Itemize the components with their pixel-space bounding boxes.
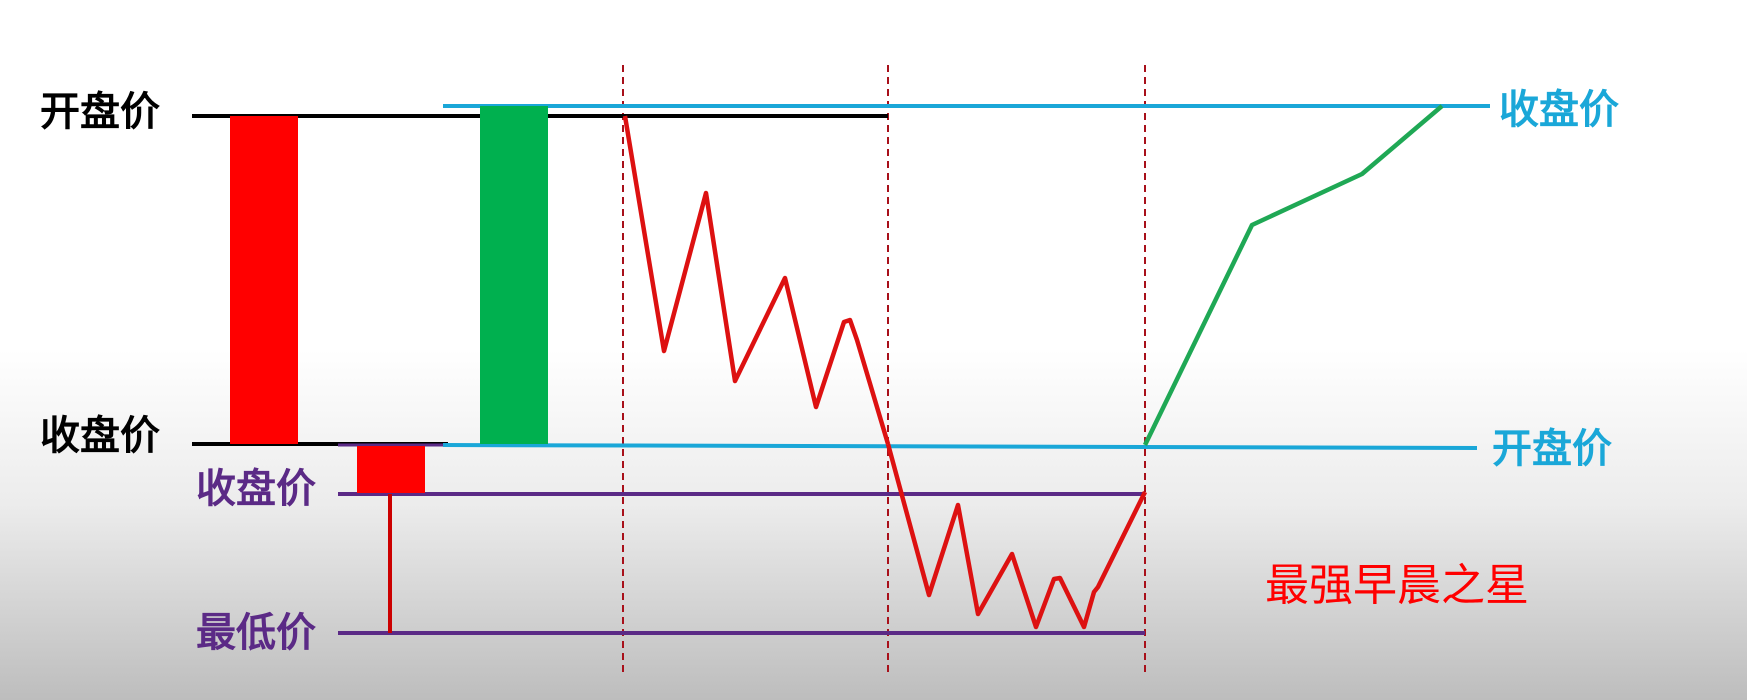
candle2-close-label: 收盘价 [196, 466, 316, 512]
open-line-cyan [442, 443, 1478, 450]
price-path-decline [622, 115, 891, 445]
pattern-name-label: 最强早晨之星 [1265, 560, 1529, 611]
divider-lines [622, 65, 1146, 672]
price-path-rally [1142, 104, 1444, 446]
star-candle-body [357, 446, 425, 493]
candle1-open-label: 开盘价 [40, 89, 160, 135]
price-path-star [885, 443, 1148, 630]
candle2-low-label: 最低价 [196, 610, 316, 656]
bearish-candle [230, 116, 298, 444]
candle3-open-label: 开盘价 [1492, 426, 1612, 472]
bullish-candle [480, 106, 548, 444]
candle3-close-label: 收盘价 [1499, 87, 1619, 133]
candle1-close-label: 收盘价 [40, 413, 160, 459]
